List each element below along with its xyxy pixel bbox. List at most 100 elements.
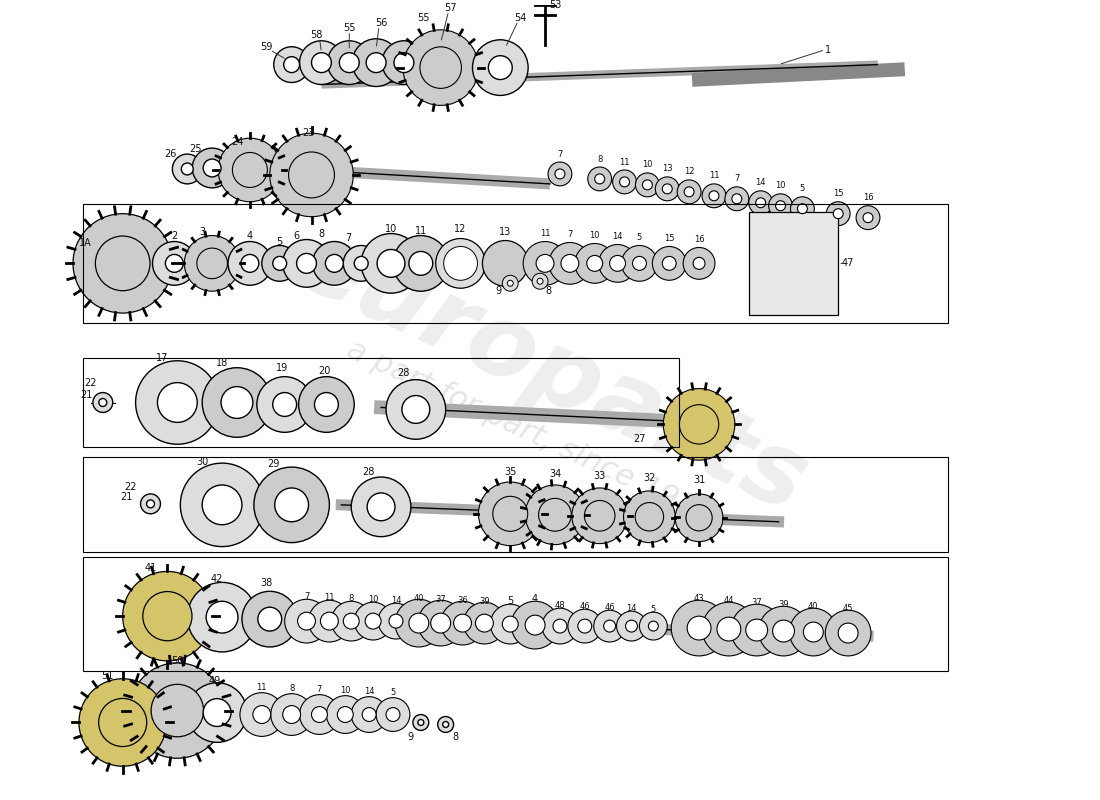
Text: 56: 56 bbox=[375, 18, 387, 28]
Text: 34: 34 bbox=[549, 469, 561, 479]
Circle shape bbox=[542, 608, 578, 644]
Circle shape bbox=[327, 696, 364, 734]
Text: 31: 31 bbox=[693, 475, 705, 485]
Circle shape bbox=[412, 714, 429, 730]
Circle shape bbox=[756, 198, 766, 208]
Text: 17: 17 bbox=[156, 353, 168, 362]
Circle shape bbox=[621, 246, 658, 282]
Circle shape bbox=[343, 613, 360, 629]
Text: 40: 40 bbox=[414, 594, 425, 602]
Circle shape bbox=[206, 602, 238, 633]
Text: 14: 14 bbox=[626, 604, 637, 613]
Text: 10: 10 bbox=[642, 161, 652, 170]
Text: 13: 13 bbox=[662, 165, 672, 174]
Circle shape bbox=[351, 477, 411, 537]
Circle shape bbox=[598, 245, 637, 282]
Ellipse shape bbox=[483, 241, 528, 286]
Text: a part for part, since 1985: a part for part, since 1985 bbox=[342, 334, 718, 530]
Circle shape bbox=[365, 613, 381, 629]
Circle shape bbox=[420, 47, 462, 88]
Circle shape bbox=[228, 242, 272, 286]
Text: 10: 10 bbox=[340, 686, 351, 695]
Circle shape bbox=[856, 206, 880, 230]
Circle shape bbox=[99, 698, 146, 746]
Circle shape bbox=[130, 663, 225, 758]
Circle shape bbox=[473, 40, 528, 95]
Circle shape bbox=[662, 184, 672, 194]
Text: 3: 3 bbox=[199, 226, 206, 237]
Text: 16: 16 bbox=[862, 194, 873, 202]
Circle shape bbox=[525, 615, 544, 635]
Text: 18: 18 bbox=[216, 358, 228, 368]
Text: 27: 27 bbox=[634, 434, 646, 444]
Circle shape bbox=[680, 405, 718, 444]
Circle shape bbox=[710, 191, 719, 201]
Text: 5: 5 bbox=[651, 605, 656, 614]
Text: 10: 10 bbox=[776, 182, 785, 190]
Text: 22: 22 bbox=[124, 482, 136, 492]
Text: 5: 5 bbox=[276, 237, 283, 246]
Text: 11: 11 bbox=[415, 226, 427, 235]
Circle shape bbox=[254, 467, 329, 542]
Text: europarts: europarts bbox=[279, 212, 821, 534]
Text: 11: 11 bbox=[619, 158, 630, 166]
Text: 6: 6 bbox=[294, 230, 299, 241]
Circle shape bbox=[613, 170, 637, 194]
Text: 48: 48 bbox=[554, 601, 565, 610]
Text: 8: 8 bbox=[452, 732, 459, 742]
Circle shape bbox=[99, 398, 107, 406]
Circle shape bbox=[339, 53, 360, 73]
Circle shape bbox=[675, 494, 723, 542]
Ellipse shape bbox=[443, 246, 477, 280]
Circle shape bbox=[382, 41, 426, 85]
Text: 4: 4 bbox=[532, 594, 538, 604]
Circle shape bbox=[402, 395, 430, 423]
Text: 57: 57 bbox=[444, 3, 456, 13]
Text: 1: 1 bbox=[825, 45, 832, 54]
Text: 55: 55 bbox=[418, 13, 430, 23]
Text: 8: 8 bbox=[349, 594, 354, 602]
Circle shape bbox=[192, 148, 232, 188]
Circle shape bbox=[532, 274, 548, 290]
Circle shape bbox=[717, 617, 740, 641]
Circle shape bbox=[328, 41, 371, 85]
Text: 1A: 1A bbox=[78, 238, 91, 249]
Text: 13: 13 bbox=[499, 226, 512, 237]
Circle shape bbox=[298, 612, 316, 630]
Circle shape bbox=[311, 706, 328, 722]
Text: 55: 55 bbox=[343, 23, 355, 33]
Circle shape bbox=[561, 254, 579, 272]
Circle shape bbox=[297, 254, 317, 274]
Circle shape bbox=[354, 257, 368, 270]
Text: 20: 20 bbox=[318, 366, 331, 376]
Circle shape bbox=[273, 393, 297, 417]
Circle shape bbox=[312, 242, 356, 286]
Circle shape bbox=[586, 255, 603, 271]
Text: 43: 43 bbox=[694, 594, 704, 602]
Text: 11: 11 bbox=[540, 229, 550, 238]
Circle shape bbox=[389, 614, 403, 628]
Circle shape bbox=[354, 602, 392, 640]
Circle shape bbox=[683, 247, 715, 279]
Circle shape bbox=[197, 248, 228, 278]
Circle shape bbox=[776, 201, 785, 210]
Circle shape bbox=[441, 602, 484, 645]
Ellipse shape bbox=[436, 238, 485, 288]
Circle shape bbox=[386, 380, 446, 439]
Bar bbox=[82, 457, 947, 551]
Circle shape bbox=[746, 619, 768, 641]
Circle shape bbox=[688, 616, 711, 640]
Text: 10: 10 bbox=[367, 594, 378, 604]
Circle shape bbox=[274, 46, 309, 82]
Circle shape bbox=[395, 599, 442, 647]
Circle shape bbox=[394, 53, 414, 73]
Text: 37: 37 bbox=[436, 594, 447, 604]
Circle shape bbox=[271, 694, 312, 735]
Circle shape bbox=[275, 488, 308, 522]
Circle shape bbox=[684, 187, 694, 197]
Circle shape bbox=[418, 719, 424, 726]
Circle shape bbox=[825, 610, 871, 656]
Circle shape bbox=[299, 41, 343, 85]
Circle shape bbox=[503, 275, 518, 291]
Circle shape bbox=[92, 393, 112, 413]
